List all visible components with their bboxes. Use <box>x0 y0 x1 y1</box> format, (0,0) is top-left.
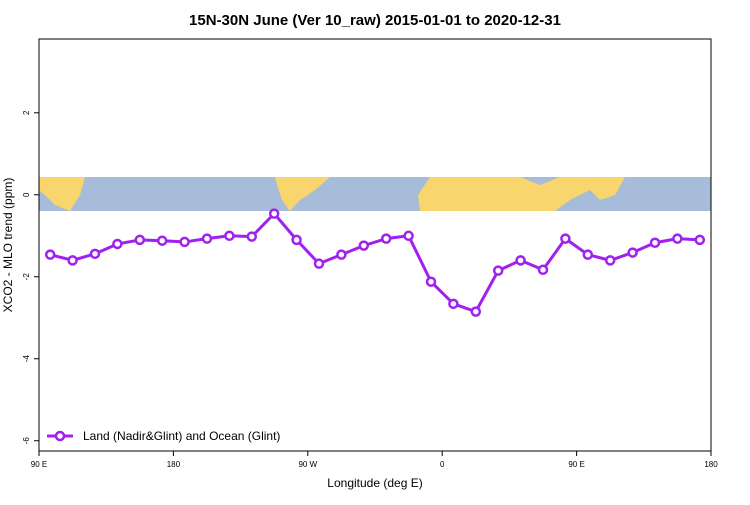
point <box>336 249 347 260</box>
x-axis-label: Longitude (deg E) <box>327 476 422 490</box>
point <box>515 255 526 266</box>
legend-label: Land (Nadir&Glint) and Ocean (Glint) <box>83 429 280 443</box>
y-tick-label: -6 <box>22 437 31 445</box>
point <box>560 233 571 244</box>
point <box>649 237 661 248</box>
point <box>627 247 638 258</box>
point <box>358 240 370 251</box>
x-tick-label: 0 <box>440 460 445 469</box>
y-axis-label: XCO2 - MLO trend (ppm) <box>1 178 15 313</box>
y-tick-label: -2 <box>22 273 31 281</box>
point <box>179 236 190 248</box>
point <box>672 233 683 244</box>
point <box>291 234 302 246</box>
x-tick-label: 180 <box>167 460 181 469</box>
point <box>268 208 280 219</box>
legend-point <box>54 430 66 442</box>
series-line <box>49 211 700 314</box>
point <box>537 264 549 276</box>
x-tick-label: 180 <box>704 460 718 469</box>
point <box>448 298 459 310</box>
x-tick-label: 90 W <box>298 460 317 469</box>
map-band <box>39 177 711 211</box>
point <box>89 248 101 260</box>
point <box>380 233 392 244</box>
point <box>246 231 258 242</box>
point <box>201 233 213 244</box>
point <box>492 265 504 276</box>
chart-title: 15N-30N June (Ver 10_raw) 2015-01-01 to … <box>189 12 561 29</box>
point <box>134 234 146 246</box>
point <box>44 249 56 260</box>
point <box>582 249 594 260</box>
point <box>112 238 123 250</box>
point <box>403 230 414 242</box>
point <box>313 258 325 269</box>
y-tick-label: 0 <box>22 192 31 197</box>
point <box>604 255 616 266</box>
plot-frame <box>38 38 712 452</box>
y-tick-label: 2 <box>22 110 31 115</box>
point <box>224 230 235 242</box>
x-tick-label: 90 E <box>568 460 584 469</box>
point <box>470 306 482 317</box>
point <box>67 255 78 266</box>
point <box>694 234 706 246</box>
point <box>156 235 168 246</box>
y-tick-label: -4 <box>22 355 31 363</box>
point <box>425 276 437 287</box>
x-tick-label: 90 E <box>31 460 47 469</box>
